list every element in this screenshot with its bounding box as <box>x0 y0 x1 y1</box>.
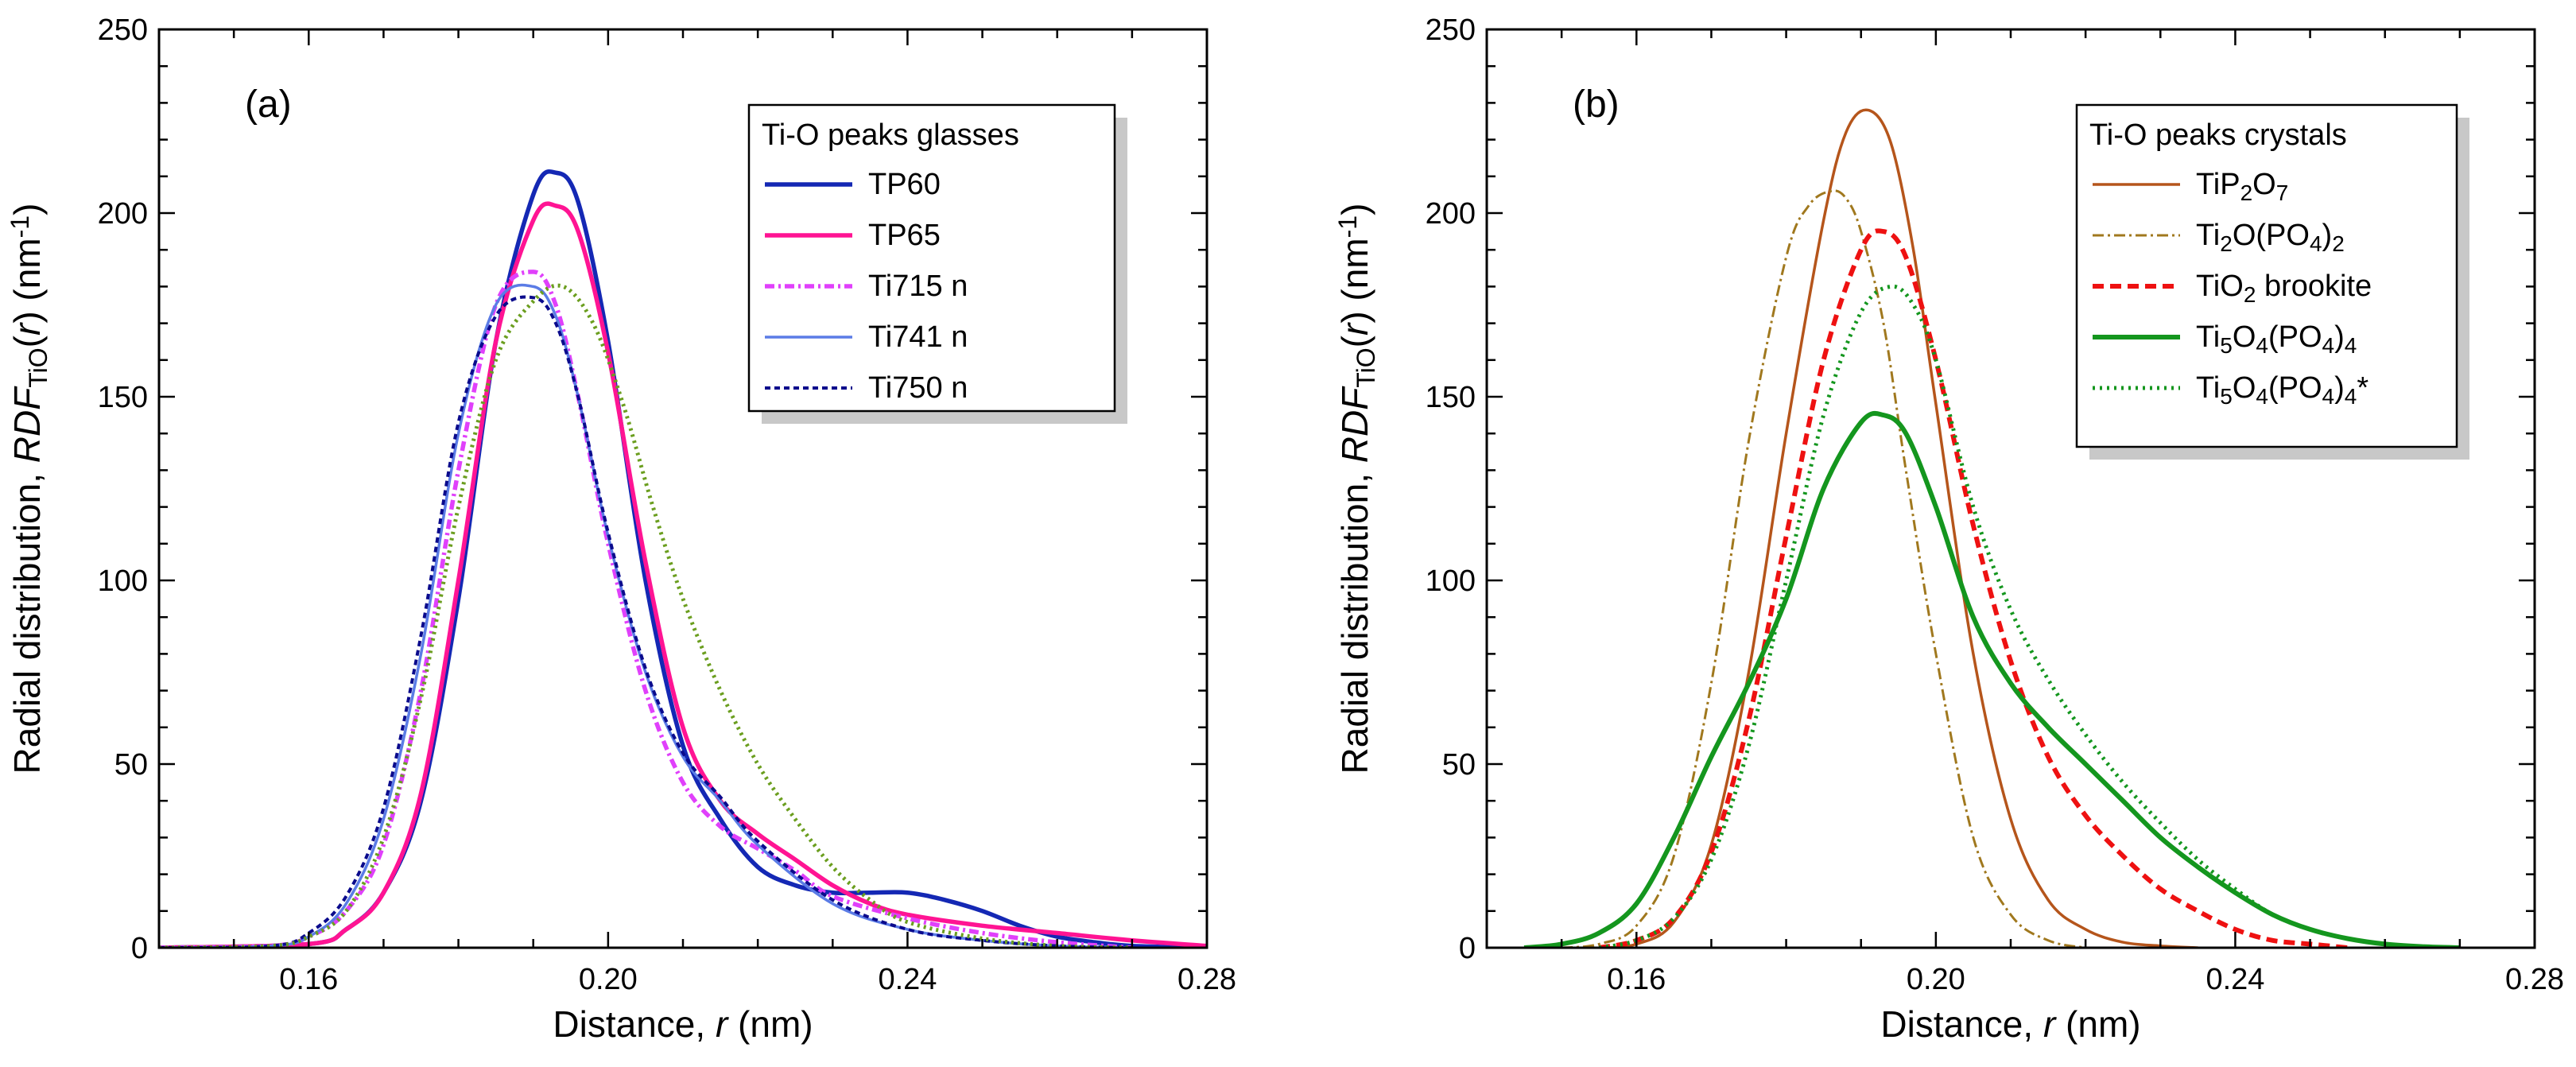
y-tick-label: 150 <box>98 381 148 414</box>
ticks <box>1485 28 2536 949</box>
series-lines <box>159 169 1207 948</box>
y-axis-label: Radial distribution, RDFTiO(r) (nm-1) <box>6 204 52 774</box>
legend-box <box>747 103 1116 413</box>
series-line-5 <box>1598 284 2423 948</box>
x-tick-label: 0.24 <box>878 963 937 996</box>
series-line-5 <box>159 295 1132 948</box>
x-tick-label: 0.16 <box>1607 963 1666 996</box>
legend-entry-label: TiO2 brookite <box>2196 270 2372 307</box>
series-line-4 <box>159 283 1132 948</box>
x-tick-label: 0.28 <box>2505 963 2564 996</box>
chart-panel-2: 0.16 0.20 0.24 0.28 0 50 100 150 200 250 Distance,… <box>1333 14 2564 1045</box>
y-tick-label: 150 <box>1426 381 1476 414</box>
series-line-3 <box>1598 228 2348 948</box>
legend: Ti-O peaks glasses TP60 TP65 Ti715 n Ti741 n… <box>747 103 1127 424</box>
panel-label: (a) <box>245 83 292 126</box>
y-tick-label: 50 <box>114 748 148 782</box>
series-line-4 <box>1523 410 2460 948</box>
series-line-2 <box>1561 189 2086 948</box>
ticks <box>157 28 1208 949</box>
y-tick-label: 200 <box>1426 197 1476 231</box>
y-tick-label: 0 <box>1459 932 1476 965</box>
y-tick-label: 50 <box>1442 748 1476 782</box>
panel-label: (b) <box>1573 83 1620 126</box>
y-tick-label: 200 <box>98 197 148 231</box>
x-axis-label: Distance, r (nm) <box>1880 1003 2140 1045</box>
legend-box <box>2075 103 2458 448</box>
y-tick-label: 250 <box>98 14 148 47</box>
legend-entry-label: Ti750 n <box>868 371 968 405</box>
legend-entry-label: Ti741 n <box>868 320 968 354</box>
legend-entry-label: Ti2O(PO4)2 <box>2196 219 2345 256</box>
series-line-2 <box>159 201 1207 948</box>
legend-entry-label: Ti5O4(PO4)4* <box>2196 371 2368 409</box>
y-tick-label: 250 <box>1426 14 1476 47</box>
y-tick-label: 100 <box>98 565 148 598</box>
x-tick-label: 0.28 <box>1177 963 1236 996</box>
series-lines <box>1523 108 2460 948</box>
legend-entry-label: Ti5O4(PO4)4 <box>2196 320 2357 358</box>
legend: Ti-O peaks crystals TiP2O7 Ti2O(PO4)2 TiO2 … <box>2075 103 2469 460</box>
legend-entry-label: TP65 <box>868 219 941 252</box>
y-tick-label: 100 <box>1426 565 1476 598</box>
x-tick-label: 0.20 <box>1907 963 1965 996</box>
legend-entry-label: TP60 <box>868 168 941 201</box>
legend-entry-label: Ti715 n <box>868 270 968 303</box>
series-line-1 <box>1599 108 2198 948</box>
x-tick-label: 0.16 <box>279 963 338 996</box>
x-tick-label: 0.20 <box>579 963 638 996</box>
legend-entry-label: TiP2O7 <box>2196 168 2288 205</box>
x-tick-label: 0.24 <box>2206 963 2264 996</box>
y-axis-label: Radial distribution, RDFTiO(r) (nm-1) <box>1333 204 1380 774</box>
series-line-6 <box>159 283 1132 948</box>
x-axis-label: Distance, r (nm) <box>553 1003 813 1045</box>
y-tick-label: 0 <box>131 932 148 965</box>
chart-panel-1: 0.16 0.20 0.24 0.28 0 50 100 150 200 250 Distance,… <box>6 14 1236 1045</box>
legend-title: Ti-O peaks glasses <box>762 118 1019 152</box>
legend-title: Ti-O peaks crystals <box>2089 118 2347 152</box>
